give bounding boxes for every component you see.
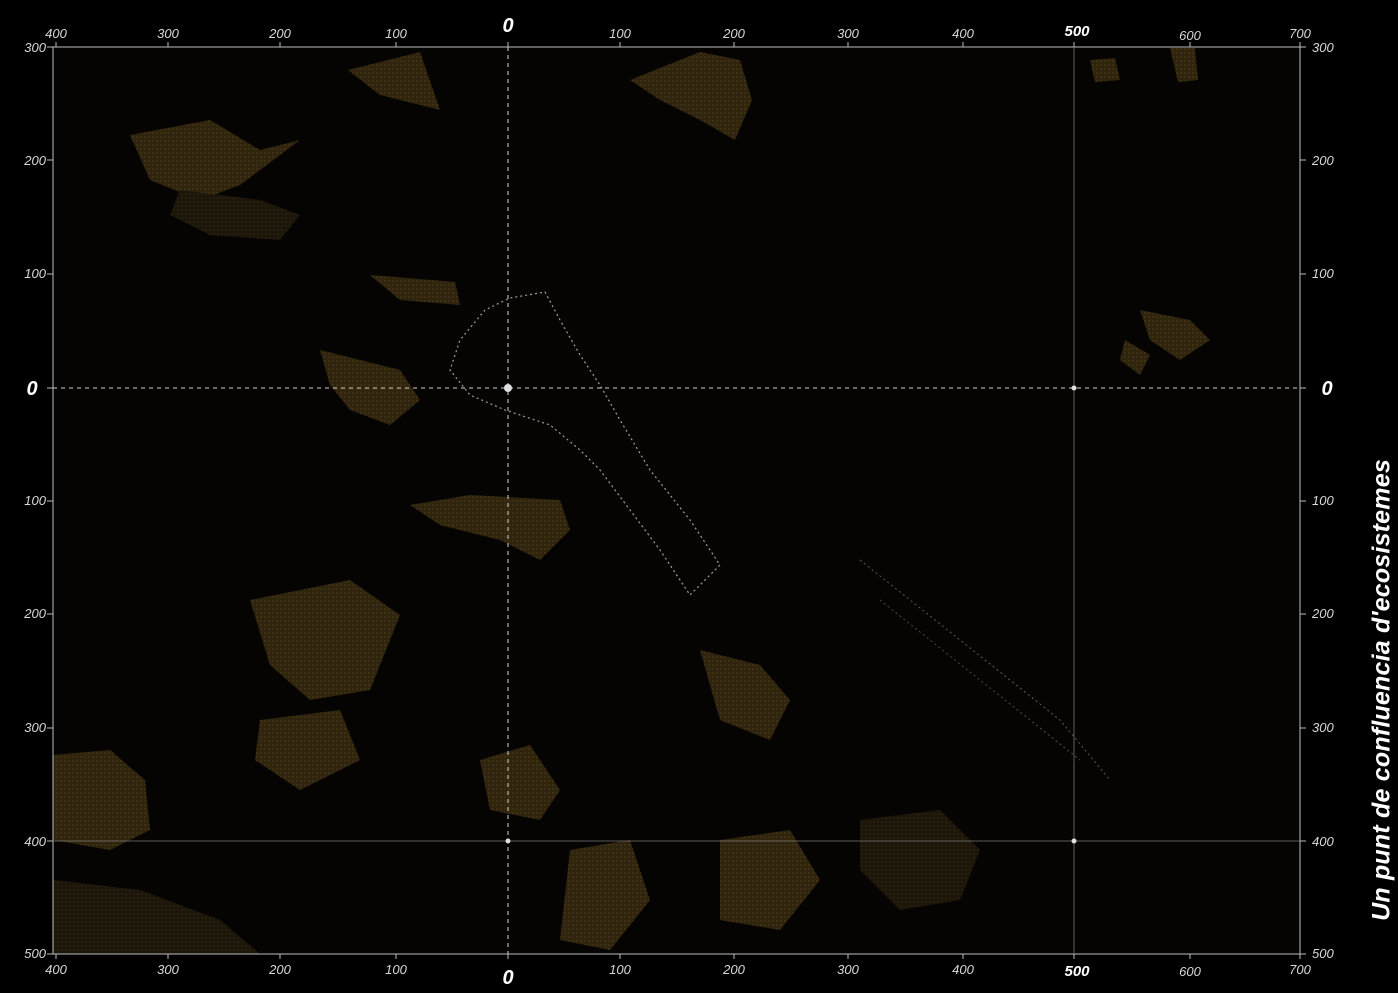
left-axis-labels: 300 200 100 0 100 200 300 400 500 [23,40,46,961]
tick-marks [47,42,1306,959]
left-tick-label: 400 [24,834,46,849]
bottom-tick-label: 400 [45,962,67,977]
top-tick-label: 400 [952,26,974,41]
bottom-tick-label: 300 [157,962,179,977]
grid-lines [53,47,1300,954]
right-tick-label: 200 [1311,153,1334,168]
site-boundary [449,291,1111,781]
map-frame [53,47,1300,954]
left-tick-label: 500 [24,946,46,961]
top-tick-label: 300 [157,26,179,41]
left-tick-label: 200 [23,606,46,621]
top-tick-label: 600 [1179,28,1201,43]
right-zero-label: 0 [1321,378,1332,400]
bottom-tick-label: 100 [385,962,407,977]
bottom-tick-label: 700 [1289,962,1311,977]
bottom-tick-label: 200 [722,962,745,977]
bottom-tick-label: 100 [609,962,631,977]
right-tick-label: 100 [1312,493,1334,508]
right-axis-labels: 300 200 100 0 100 200 300 400 500 [1311,40,1334,961]
right-tick-label: 300 [1312,720,1334,735]
top-tick-label: 200 [722,26,745,41]
right-tick-label: 300 [1312,40,1334,55]
right-tick-label: 200 [1311,606,1334,621]
top-tick-label: 700 [1289,26,1311,41]
top-tick-label: 400 [45,26,67,41]
left-tick-label: 300 [24,40,46,55]
bottom-tick-label: 300 [837,962,859,977]
left-tick-label: 200 [23,153,46,168]
map-title: Un punt de confluencia d'ecosistemes [1367,459,1396,921]
top-tick-label: 200 [268,26,291,41]
bottom-tick-label: 600 [1179,964,1201,979]
grid-marker [1071,385,1077,391]
left-tick-label: 100 [24,266,46,281]
origin-marker [504,384,512,392]
top-tick-label-emphasized: 500 [1064,23,1090,40]
bottom-tick-label: 200 [268,962,291,977]
grid-markers [504,384,1077,844]
top-zero-label: 0 [502,15,513,37]
grid-marker [1071,838,1077,844]
terrain-layer [53,48,1210,954]
bottom-tick-label-emphasized: 500 [1064,963,1090,980]
left-tick-label: 100 [24,493,46,508]
left-zero-label: 0 [26,378,37,400]
top-tick-label: 100 [385,26,407,41]
bottom-zero-label: 0 [502,967,513,989]
bottom-tick-label: 400 [952,962,974,977]
top-axis-labels: 400 300 200 100 0 100 200 300 400 500 60… [45,15,1311,43]
left-tick-label: 300 [24,720,46,735]
bottom-axis-labels: 400 300 200 100 0 100 200 300 400 500 60… [45,962,1311,989]
right-tick-label: 500 [1312,946,1334,961]
top-tick-label: 100 [609,26,631,41]
right-tick-label: 400 [1312,834,1334,849]
grid-marker [505,838,511,844]
right-tick-label: 100 [1312,266,1334,281]
top-tick-label: 300 [837,26,859,41]
